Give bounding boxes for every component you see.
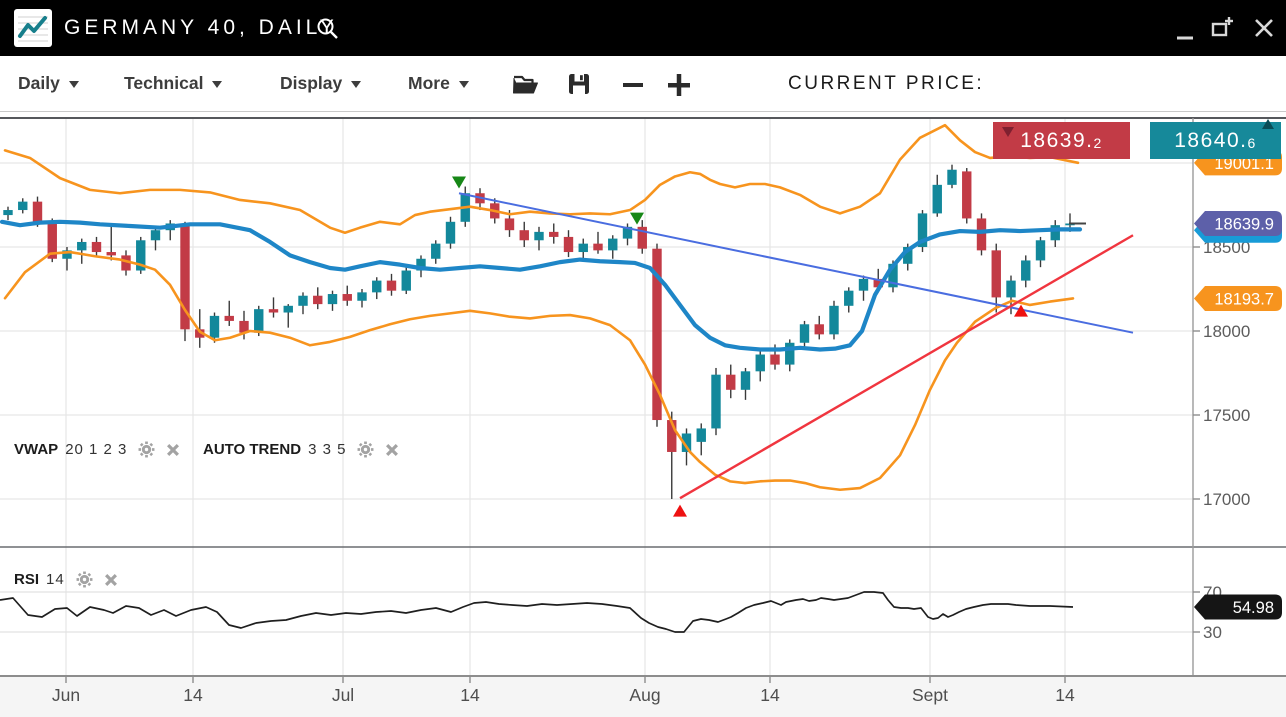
title-bar: GERMANY 40, DAILY: [0, 0, 1286, 56]
indicator-name: AUTO TREND: [203, 441, 302, 458]
menu-timeframe-label: Daily: [18, 73, 60, 93]
menu-more[interactable]: More: [408, 56, 469, 111]
indicator-params: 20 1 2 3: [65, 441, 128, 458]
chart-toolbar: Daily Technical Display More: [0, 56, 1286, 159]
sell-price-main: 18639.: [1020, 128, 1094, 152]
arrow-down-icon: [1002, 127, 1014, 137]
sell-price-button[interactable]: 18639. 2: [993, 122, 1130, 159]
svg-text:30: 30: [1203, 623, 1222, 642]
svg-text:18500: 18500: [1203, 238, 1250, 257]
remove-indicator-icon[interactable]: [104, 573, 118, 587]
svg-text:54.98: 54.98: [1233, 599, 1274, 617]
indicator-row-vwap: VWAP 20 1 2 3: [14, 441, 180, 458]
chevron-down-icon: [351, 81, 362, 88]
gear-icon[interactable]: [138, 441, 155, 458]
svg-text:17500: 17500: [1203, 406, 1250, 425]
chart-frame: [0, 117, 1286, 677]
svg-text:14: 14: [183, 685, 203, 705]
svg-text:18000: 18000: [1203, 322, 1250, 341]
window-controls: [1176, 0, 1276, 56]
remove-indicator-icon[interactable]: [166, 443, 180, 457]
open-folder-icon[interactable]: [512, 71, 539, 97]
window-title: GERMANY 40, DAILY: [64, 16, 338, 39]
axis-strip-background: [0, 677, 1286, 717]
sell-price-decimal: 2: [1093, 135, 1103, 151]
signal-markers: [452, 176, 1086, 517]
rsi-line: [0, 591, 1074, 633]
indicator-name: VWAP: [14, 441, 59, 458]
svg-text:14: 14: [1055, 685, 1075, 705]
indicator-params: 14: [46, 571, 65, 588]
svg-text:Jul: Jul: [332, 685, 354, 705]
gridlines: [0, 118, 1193, 676]
menu-display[interactable]: Display: [280, 56, 362, 111]
zoom-in-icon[interactable]: [664, 70, 694, 100]
popout-button[interactable]: [1210, 13, 1236, 43]
search-icon[interactable]: [316, 17, 340, 41]
minimize-button[interactable]: [1176, 13, 1194, 43]
candlestick-series: [3, 164, 1075, 499]
svg-text:Sept: Sept: [912, 685, 948, 705]
remove-indicator-icon[interactable]: [385, 443, 399, 457]
svg-text:14: 14: [460, 685, 480, 705]
menu-technical-label: Technical: [124, 73, 204, 93]
indicator-params: 3 3 5: [308, 441, 347, 458]
svg-text:18639.9: 18639.9: [1214, 215, 1274, 233]
indicator-name: RSI: [14, 571, 40, 588]
save-icon[interactable]: [566, 71, 592, 97]
current-price-label: CURRENT PRICE:: [788, 73, 985, 94]
indicator-row-rsi: RSI 14: [14, 571, 118, 588]
arrow-up-icon: [1262, 119, 1274, 129]
price-tags: 19001.1 18639.9 18193.7 54.98: [1194, 150, 1282, 620]
svg-text:19001.1: 19001.1: [1214, 155, 1274, 173]
svg-text:Aug: Aug: [629, 685, 660, 705]
menu-display-label: Display: [280, 73, 343, 93]
app-logo-icon: [14, 9, 52, 47]
chevron-down-icon: [68, 81, 79, 88]
chevron-down-icon: [458, 81, 469, 88]
buy-price-button[interactable]: 18640. 6: [1150, 119, 1281, 159]
menu-more-label: More: [408, 73, 450, 93]
menu-timeframe[interactable]: Daily: [18, 56, 79, 111]
zoom-out-icon[interactable]: [620, 74, 646, 96]
svg-text:18193.7: 18193.7: [1214, 290, 1274, 308]
close-button[interactable]: [1252, 13, 1276, 43]
gear-icon[interactable]: [76, 571, 93, 588]
gear-icon[interactable]: [357, 441, 374, 458]
svg-text:Jun: Jun: [52, 685, 80, 705]
buy-price-main: 18640.: [1174, 128, 1248, 152]
chevron-down-icon: [212, 81, 223, 88]
svg-text:17000: 17000: [1203, 490, 1250, 509]
menu-technical[interactable]: Technical: [124, 56, 223, 111]
svg-text:14: 14: [760, 685, 780, 705]
buy-price-decimal: 6: [1247, 135, 1257, 151]
indicator-row-auto-trend: AUTO TREND 3 3 5: [203, 441, 399, 458]
